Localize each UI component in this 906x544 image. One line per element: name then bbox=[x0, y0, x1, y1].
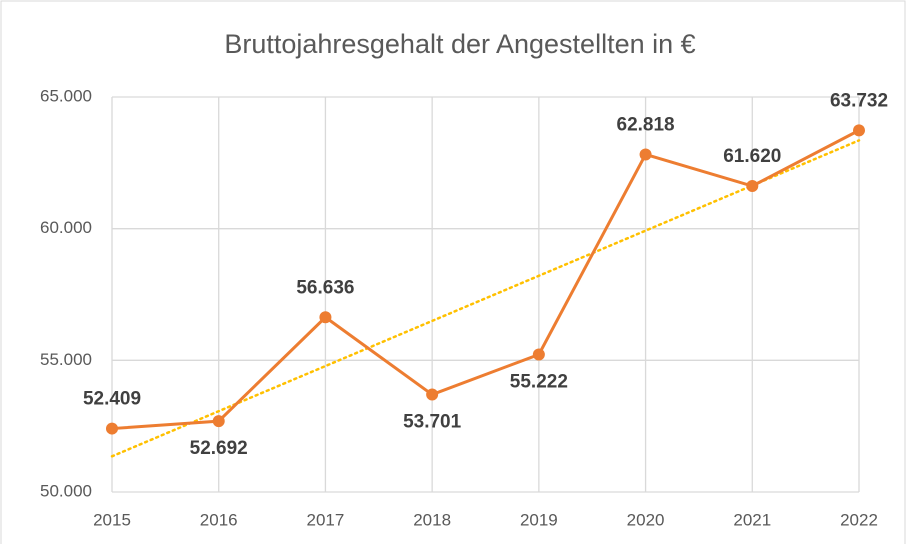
data-point bbox=[319, 311, 332, 324]
data-point bbox=[853, 124, 865, 137]
data-label: 56.636 bbox=[296, 277, 354, 298]
x-tick-label: 2020 bbox=[627, 510, 665, 529]
data-label: 53.701 bbox=[403, 412, 462, 433]
y-tick-label: 50.000 bbox=[40, 481, 92, 500]
data-label: 62.818 bbox=[617, 114, 675, 135]
x-tick-label: 2017 bbox=[307, 510, 345, 529]
x-tick-label: 2021 bbox=[733, 510, 771, 529]
data-label: 55.222 bbox=[510, 372, 568, 393]
data-point bbox=[212, 415, 225, 428]
data-point bbox=[426, 388, 439, 401]
y-tick-label: 65.000 bbox=[40, 86, 92, 105]
x-tick-label: 2022 bbox=[840, 510, 878, 529]
data-line bbox=[111, 129, 860, 431]
data-label: 61.620 bbox=[723, 146, 781, 167]
data-label: 63.732 bbox=[830, 90, 888, 111]
x-tick-label: 2019 bbox=[520, 510, 558, 529]
x-tick-label: 2018 bbox=[413, 510, 451, 529]
chart-title: Bruttojahresgehalt der Angestellten in € bbox=[224, 29, 695, 59]
data-point bbox=[746, 180, 759, 193]
x-tick-label: 2015 bbox=[93, 510, 131, 529]
x-tick-label: 2016 bbox=[200, 510, 238, 529]
data-label: 52.692 bbox=[190, 438, 248, 459]
y-tick-label: 55.000 bbox=[40, 350, 92, 369]
data-point bbox=[532, 348, 545, 361]
data-label: 52.409 bbox=[83, 389, 141, 410]
data-point bbox=[639, 148, 652, 161]
y-tick-label: 60.000 bbox=[40, 218, 92, 237]
data-point bbox=[106, 422, 118, 435]
